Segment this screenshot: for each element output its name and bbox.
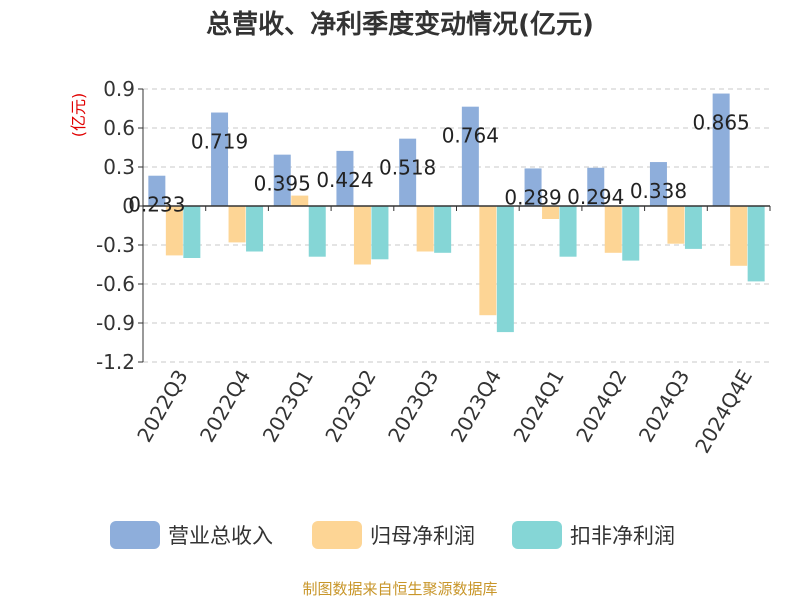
x-tick-label: 2022Q4 bbox=[195, 366, 255, 447]
x-tick-label: 2024Q2 bbox=[571, 366, 631, 447]
bar bbox=[416, 206, 434, 252]
data-label: 0.289 bbox=[504, 185, 561, 209]
bar bbox=[622, 206, 640, 261]
data-label: 0.395 bbox=[254, 172, 311, 196]
bar bbox=[712, 93, 730, 206]
bar bbox=[399, 138, 417, 206]
legend-label: 营业总收入 bbox=[168, 524, 273, 548]
bar bbox=[559, 206, 577, 257]
bar bbox=[353, 206, 371, 265]
bar bbox=[587, 167, 605, 206]
legend-swatch bbox=[512, 521, 562, 549]
bar bbox=[165, 206, 183, 256]
chart-title: 总营收、净利季度变动情况(亿元) bbox=[206, 9, 594, 40]
data-label: 0.338 bbox=[630, 179, 687, 203]
data-label: 0.719 bbox=[191, 130, 248, 154]
data-label: 0.424 bbox=[316, 168, 373, 192]
x-tick-label: 2022Q3 bbox=[132, 366, 192, 447]
bar bbox=[228, 206, 246, 243]
x-tick-label: 2023Q1 bbox=[258, 366, 318, 447]
y-tick-label: -0.3 bbox=[96, 233, 135, 257]
source-footer: 制图数据来自恒生聚源数据库 bbox=[302, 580, 497, 598]
legend-swatch bbox=[110, 521, 160, 549]
bar bbox=[308, 206, 326, 257]
bar bbox=[434, 206, 452, 253]
y-tick-label: 0.6 bbox=[103, 116, 135, 140]
bar bbox=[273, 154, 291, 206]
data-label: 0.865 bbox=[693, 111, 750, 135]
bar bbox=[667, 206, 685, 244]
bar bbox=[496, 206, 514, 333]
bar bbox=[730, 206, 748, 266]
legend-swatch bbox=[312, 521, 362, 549]
bar bbox=[148, 175, 166, 206]
y-axis-label: (亿元) bbox=[69, 93, 88, 138]
bar bbox=[211, 112, 229, 206]
y-tick-label: -1.2 bbox=[96, 350, 135, 374]
y-tick-label: 0.9 bbox=[103, 77, 135, 101]
y-tick-label: -0.9 bbox=[96, 311, 135, 335]
bar bbox=[461, 106, 479, 206]
bar bbox=[747, 206, 765, 282]
data-label: 0.764 bbox=[442, 124, 499, 148]
y-tick-label: 0.3 bbox=[103, 155, 135, 179]
legend: 营业总收入 归母净利润 扣非净利润 bbox=[110, 521, 675, 549]
legend-label: 扣非净利润 bbox=[570, 524, 675, 548]
data-label: 0.518 bbox=[379, 156, 436, 180]
bar bbox=[604, 206, 622, 253]
bar bbox=[542, 206, 560, 219]
legend-label: 归母净利润 bbox=[370, 524, 475, 548]
y-tick-label: 0 bbox=[122, 194, 135, 218]
bar bbox=[336, 150, 354, 206]
y-tick-label: -0.6 bbox=[96, 272, 135, 296]
x-tick-label: 2023Q2 bbox=[320, 366, 380, 447]
bar bbox=[183, 206, 201, 258]
bar bbox=[649, 162, 667, 206]
x-tick-label: 2024Q3 bbox=[634, 366, 694, 447]
bar bbox=[246, 206, 264, 252]
x-tick-label: 2024Q1 bbox=[508, 366, 568, 447]
x-tick-label: 2023Q3 bbox=[383, 366, 443, 447]
x-tick-label: 2024Q4E bbox=[690, 366, 757, 458]
data-label: 0.233 bbox=[128, 193, 185, 217]
bar bbox=[524, 168, 542, 206]
x-tick-label: 2023Q4 bbox=[446, 365, 506, 446]
bars bbox=[148, 93, 765, 333]
data-label: 0.294 bbox=[567, 185, 624, 209]
bar bbox=[291, 195, 309, 206]
bar bbox=[371, 206, 389, 260]
bar bbox=[479, 206, 497, 316]
bar bbox=[684, 206, 702, 249]
